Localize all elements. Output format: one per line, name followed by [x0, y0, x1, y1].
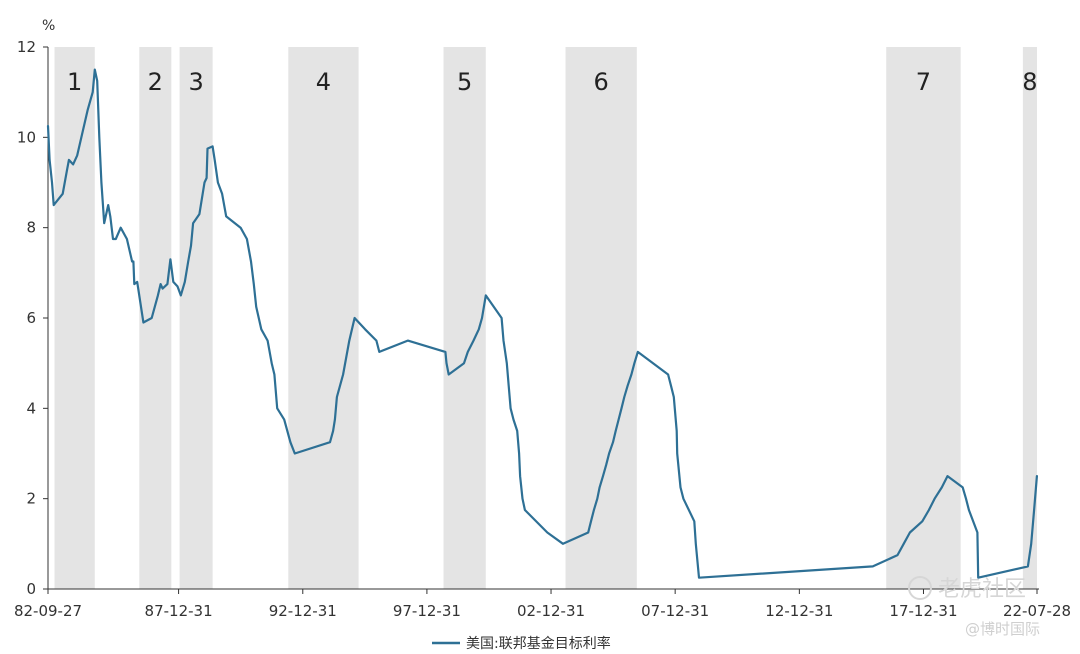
x-tick-label: 97-12-31: [393, 602, 461, 620]
shaded-period-2: [139, 47, 172, 589]
shaded-period-label-7: 7: [916, 68, 931, 96]
series-layer: [46, 68, 1038, 579]
x-axis-ticks: 82-09-27 87-12-31 92-12-31 97-12-31 02-12-31…: [14, 589, 1071, 620]
shaded-period-7: [886, 47, 961, 589]
x-tick-label: 92-12-31: [269, 602, 337, 620]
shaded-period-8: [1022, 47, 1037, 589]
legend-label: 美国:联邦基金目标利率: [466, 635, 611, 652]
y-axis-ticks: 0 2 4 6 8 10 12: [17, 38, 48, 598]
y-tick-label: 0: [26, 580, 36, 598]
watermark-line1: 老虎社区: [938, 577, 1026, 602]
y-tick-label: 10: [17, 128, 36, 146]
shaded-period-label-2: 2: [148, 68, 163, 96]
x-tick-label: 82-09-27: [14, 602, 82, 620]
x-tick-label: 22-07-28: [1003, 602, 1071, 620]
watermark-line2: @博时国际: [965, 620, 1040, 638]
watermark-logo-icon: [908, 576, 932, 600]
shaded-period-5: [443, 47, 486, 589]
watermark: 老虎社区 @博时国际: [908, 576, 1040, 638]
shaded-period-label-6: 6: [594, 68, 609, 96]
shaded-period-3: [179, 47, 213, 589]
x-tick-label: 02-12-31: [517, 602, 585, 620]
x-tick-label: 17-12-31: [889, 602, 957, 620]
y-tick-label: 6: [26, 309, 36, 327]
shaded-period-label-5: 5: [457, 68, 472, 96]
shaded-period-label-1: 1: [67, 68, 82, 96]
shaded-periods: [54, 47, 1037, 589]
shaded-period-label-3: 3: [188, 68, 203, 96]
x-tick-label: 87-12-31: [145, 602, 213, 620]
series-line-0: [46, 68, 1038, 579]
y-tick-label: 2: [26, 490, 36, 508]
shaded-period-label-8: 8: [1022, 68, 1037, 96]
x-tick-label: 07-12-31: [641, 602, 709, 620]
legend[interactable]: 美国:联邦基金目标利率: [432, 635, 611, 652]
x-tick-label: 12-12-31: [765, 602, 833, 620]
y-tick-label: 4: [26, 399, 36, 417]
y-unit-label: %: [42, 18, 55, 34]
shaded-period-1: [54, 47, 95, 589]
y-tick-label: 8: [26, 219, 36, 237]
shaded-period-6: [565, 47, 637, 589]
shaded-period-label-4: 4: [316, 68, 331, 96]
y-tick-label: 12: [17, 38, 36, 56]
shaded-period-4: [288, 47, 359, 589]
